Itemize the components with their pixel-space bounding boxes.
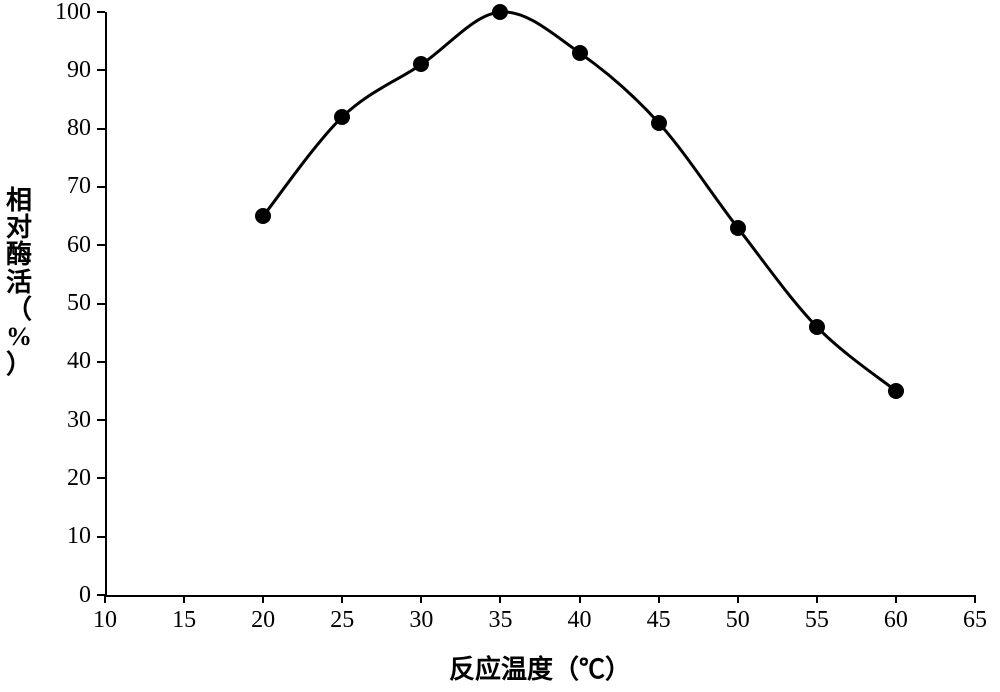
x-tick-label: 10	[93, 607, 117, 634]
y-tick-label: 50	[67, 290, 91, 317]
y-axis-title-char: ）	[3, 351, 35, 378]
x-tick	[974, 595, 976, 603]
data-point-marker	[888, 383, 904, 399]
x-tick-label: 65	[963, 607, 987, 634]
y-tick	[97, 186, 105, 188]
y-tick-label: 80	[67, 115, 91, 142]
x-tick-label: 45	[647, 607, 671, 634]
x-tick	[499, 595, 501, 603]
x-tick	[420, 595, 422, 603]
y-axis-title-char: %	[3, 323, 35, 350]
x-tick-label: 35	[488, 607, 512, 634]
y-axis-title-char: 酶	[3, 241, 35, 268]
y-axis-title: 相对酶活（%）	[3, 187, 35, 378]
x-tick-label: 25	[330, 607, 354, 634]
x-tick	[341, 595, 343, 603]
x-tick-label: 55	[805, 607, 829, 634]
x-tick-label: 40	[568, 607, 592, 634]
y-tick	[97, 11, 105, 13]
x-axis-title: 反应温度（℃）	[449, 649, 631, 686]
y-tick	[97, 244, 105, 246]
x-tick	[183, 595, 185, 603]
y-tick	[97, 536, 105, 538]
x-tick	[658, 595, 660, 603]
y-axis-title-char: 对	[3, 214, 35, 241]
y-tick	[97, 419, 105, 421]
x-tick-label: 60	[884, 607, 908, 634]
y-tick	[97, 361, 105, 363]
x-tick	[895, 595, 897, 603]
x-tick	[104, 595, 106, 603]
y-axis-title-char: （	[3, 296, 35, 323]
x-tick-label: 50	[726, 607, 750, 634]
y-tick	[97, 69, 105, 71]
y-tick-label: 30	[67, 407, 91, 434]
x-tick	[737, 595, 739, 603]
data-line	[0, 0, 1000, 692]
y-tick-label: 60	[67, 232, 91, 259]
data-point-marker	[572, 45, 588, 61]
data-point-marker	[809, 319, 825, 335]
y-axis-title-char: 相	[3, 187, 35, 214]
y-tick-label: 90	[67, 57, 91, 84]
y-tick	[97, 594, 105, 596]
y-tick-label: 100	[55, 0, 91, 26]
y-tick	[97, 477, 105, 479]
y-tick	[97, 303, 105, 305]
y-axis-title-char: 活	[3, 269, 35, 296]
x-tick-label: 30	[409, 607, 433, 634]
x-tick-label: 15	[172, 607, 196, 634]
y-tick-label: 40	[67, 348, 91, 375]
data-point-marker	[730, 220, 746, 236]
y-tick-label: 20	[67, 465, 91, 492]
x-tick	[816, 595, 818, 603]
y-tick	[97, 128, 105, 130]
y-tick-label: 10	[67, 523, 91, 550]
x-tick	[579, 595, 581, 603]
data-point-marker	[651, 115, 667, 131]
x-tick-label: 20	[251, 607, 275, 634]
x-tick	[262, 595, 264, 603]
y-tick-label: 0	[79, 582, 91, 609]
chart-container: 相对酶活（%） 10152025303540455055606501020304…	[0, 0, 1000, 692]
y-tick-label: 70	[67, 173, 91, 200]
